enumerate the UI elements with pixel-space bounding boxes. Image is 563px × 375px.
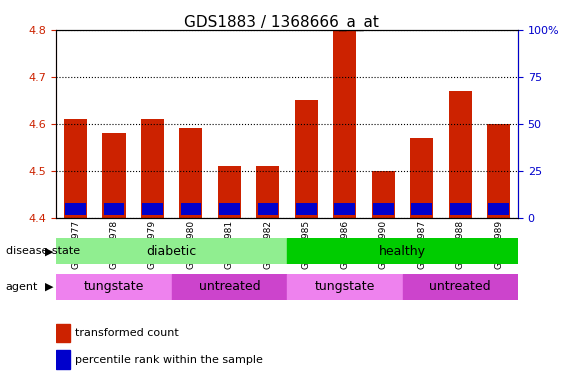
FancyBboxPatch shape [56,274,172,300]
Bar [219,203,240,215]
FancyBboxPatch shape [172,274,287,300]
Bar [373,203,394,215]
Bar [333,30,356,217]
Bar [412,203,432,215]
Bar [372,171,395,217]
Text: percentile rank within the sample: percentile rank within the sample [75,355,263,365]
Text: untreated: untreated [430,280,491,293]
Bar [104,203,124,215]
Bar [450,203,471,215]
Text: healthy: healthy [379,245,426,258]
Bar [256,166,279,218]
Bar [296,203,317,215]
Bar [65,203,86,215]
Bar [257,203,278,215]
Text: tungstate: tungstate [84,280,144,293]
Bar [181,203,202,215]
Text: GDS1883 / 1368666_a_at: GDS1883 / 1368666_a_at [184,15,379,31]
Bar [295,100,318,218]
Text: transformed count: transformed count [75,328,178,339]
FancyBboxPatch shape [287,238,518,264]
FancyBboxPatch shape [403,274,518,300]
Text: agent: agent [6,282,38,292]
Bar [56,324,70,342]
FancyBboxPatch shape [287,274,403,300]
Bar [141,119,164,218]
Bar [488,203,509,215]
Bar [449,91,472,218]
Text: diabetic: diabetic [146,245,197,258]
Bar [334,203,355,215]
Bar [56,350,70,369]
Text: ▶: ▶ [45,246,53,256]
Bar [102,133,126,218]
Bar [64,119,87,218]
FancyBboxPatch shape [56,238,287,264]
Bar [410,138,434,218]
Bar [180,129,203,217]
Bar [218,166,241,218]
Text: untreated: untreated [199,280,260,293]
Text: ▶: ▶ [45,282,53,292]
Bar [487,124,510,218]
Text: disease state: disease state [6,246,80,256]
Text: tungstate: tungstate [315,280,375,293]
Bar [142,203,163,215]
